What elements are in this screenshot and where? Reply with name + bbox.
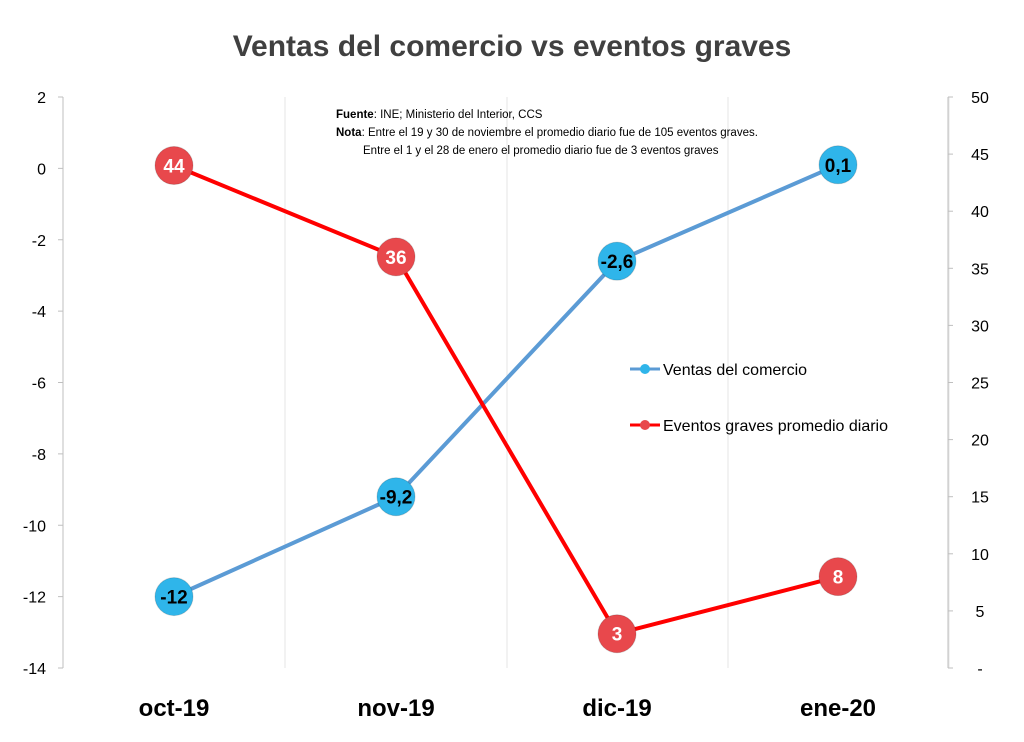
- chart-title: Ventas del comercio vs eventos graves: [233, 30, 792, 63]
- category-label: ene-20: [800, 695, 876, 722]
- data-label-ventas: -9,2: [380, 488, 413, 509]
- left-tick-label: -2: [32, 233, 46, 250]
- left-tick-label: -6: [32, 376, 46, 393]
- data-label-eventos: 36: [385, 248, 406, 269]
- right-tick-label: 40: [971, 204, 989, 221]
- legend-item-eventos: Eventos graves promedio diario: [630, 418, 888, 435]
- note-label: Nota: [336, 127, 362, 139]
- legend-item-ventas: Ventas del comercio: [630, 362, 807, 379]
- right-tick-label: -: [977, 661, 982, 678]
- category-label: dic-19: [582, 695, 651, 722]
- category-label: nov-19: [357, 695, 434, 722]
- data-point-eventos: [376, 237, 416, 277]
- data-label-ventas: -2,6: [601, 252, 634, 273]
- category-label: oct-19: [139, 695, 210, 722]
- left-tick-label: 2: [37, 90, 46, 107]
- right-tick-label: 50: [971, 90, 989, 107]
- left-tick-label: 0: [37, 161, 46, 178]
- right-tick-label: 20: [971, 433, 989, 450]
- data-label-ventas: -12: [160, 588, 187, 609]
- note-line-2: Entre el 1 y el 28 de enero el promedio …: [363, 145, 719, 157]
- data-point-ventas: [376, 477, 416, 517]
- data-point-eventos: [154, 146, 194, 186]
- series-line-eventos: [173, 163, 839, 636]
- note-line-1: Nota: Entre el 19 y 30 de noviembre el p…: [336, 127, 758, 139]
- legend-label-ventas: Ventas del comercio: [663, 362, 807, 379]
- category-axis-labels: oct-19 nov-19 dic-19 ene-20: [139, 695, 876, 722]
- data-point-eventos: [818, 557, 858, 597]
- note-text-1: : Entre el 19 y 30 de noviembre el prome…: [362, 127, 758, 139]
- right-tick-label: 45: [971, 147, 989, 164]
- source-text: : INE; Ministerio del Interior, CCS: [374, 109, 543, 121]
- data-point-ventas: [818, 145, 858, 185]
- data-point-ventas: [154, 577, 194, 617]
- right-tick-label: 35: [971, 261, 989, 278]
- data-label-ventas: 0,1: [825, 156, 852, 177]
- right-tick-label: 30: [971, 318, 989, 335]
- legend-marker-ventas: [640, 364, 650, 374]
- data-label-eventos: 44: [163, 157, 185, 178]
- left-tick-label: -14: [23, 661, 46, 678]
- left-tick-label: -12: [23, 590, 46, 607]
- right-tick-label: 25: [971, 376, 989, 393]
- left-tick-label: -10: [23, 518, 46, 535]
- series-layer: -12 -9,2 -2,6 0,1 44 36 3 8: [154, 145, 858, 654]
- source-label: Fuente: [336, 109, 374, 121]
- legend-label-eventos: Eventos graves promedio diario: [663, 418, 888, 435]
- annotation: Fuente: INE; Ministerio del Interior, CC…: [336, 109, 758, 157]
- right-tick-label: 10: [971, 547, 989, 564]
- left-axis-ticks: 2 0 -2 -4 -6 -8 -10 -12 -14: [23, 90, 63, 678]
- left-tick-label: -8: [32, 447, 46, 464]
- right-tick-label: 5: [976, 604, 985, 621]
- right-tick-label: 15: [971, 490, 989, 507]
- legend: Ventas del comercio Eventos graves prome…: [630, 362, 888, 435]
- series-line-ventas: [173, 162, 839, 599]
- data-point-ventas: [597, 241, 637, 281]
- data-label-eventos: 8: [833, 568, 844, 589]
- legend-marker-eventos: [640, 420, 650, 430]
- right-axis-ticks: 50 45 40 35 30 25 20 15 10 5 -: [948, 90, 989, 678]
- source-line: Fuente: INE; Ministerio del Interior, CC…: [336, 109, 543, 121]
- left-tick-label: -4: [32, 304, 46, 321]
- data-label-eventos: 3: [612, 625, 623, 646]
- data-point-eventos: [597, 614, 637, 654]
